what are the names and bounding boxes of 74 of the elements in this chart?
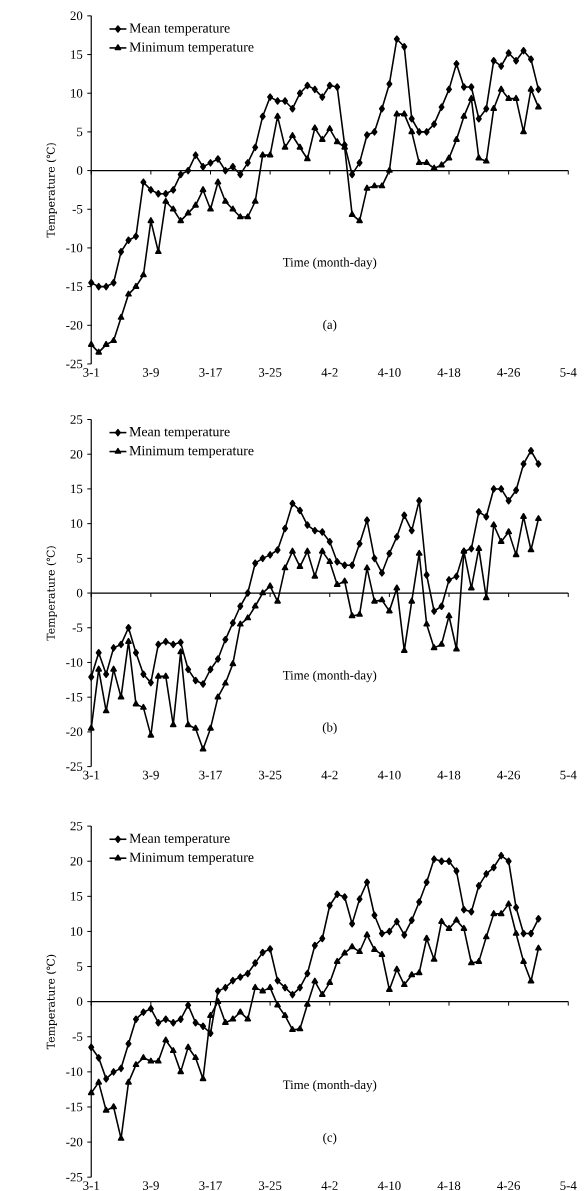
x-tick-label: 4-18	[437, 770, 461, 780]
x-tick-label: 4-26	[497, 368, 520, 377]
x-tick-label: 4-10	[377, 368, 401, 377]
legend-label: Mean temperature	[129, 427, 230, 440]
y-tick-label: 10	[71, 519, 83, 528]
y-tick-label: 10	[71, 88, 83, 98]
y-tick-label: -5	[72, 1032, 83, 1042]
y-tick-label: -15	[66, 692, 83, 702]
legend-label: Minimum temperature	[129, 852, 254, 865]
y-tick-label: -25	[66, 1172, 83, 1182]
x-tick-label: 4-2	[321, 1181, 338, 1190]
y-tick-label: 5	[77, 554, 83, 563]
annotation: (c)	[323, 1132, 337, 1145]
x-tick-label: 4-10	[377, 770, 401, 780]
y-tick-label: -20	[66, 727, 83, 737]
x-tick-label: 3-9	[142, 368, 159, 377]
x-tick-label: 3-17	[199, 1181, 222, 1190]
x-tick-label: 4-2	[321, 770, 338, 780]
x-tick-label: 5-4	[560, 1181, 577, 1190]
x-tick-label: 3-25	[258, 368, 282, 377]
x-tick-label: 4-18	[437, 368, 461, 377]
y-tick-label: -20	[66, 1137, 83, 1147]
x-tick-label: 3-1	[83, 770, 99, 780]
y-tick-label: 15	[71, 484, 83, 494]
x-tick-label: 5-4	[560, 368, 577, 377]
x-tick-label: 3-1	[83, 368, 99, 377]
y-tick-label: 20	[70, 856, 83, 866]
y-tick-label: 0	[76, 588, 83, 598]
y-axis-title: Temperature (℃)	[46, 954, 57, 1050]
y-tick-label: 10	[71, 927, 83, 936]
y-tick-label: -15	[66, 282, 83, 291]
y-tick-label: 25	[70, 415, 83, 424]
y-tick-label: -5	[72, 623, 83, 633]
x-tick-label: 4-2	[321, 368, 338, 377]
annotation: (b)	[322, 722, 337, 735]
x-axis-title: Time (month-day)	[282, 1080, 377, 1092]
x-tick-label: 4-18	[437, 1181, 461, 1190]
x-tick-label: 3-25	[258, 1181, 282, 1190]
x-tick-label: 3-25	[258, 770, 282, 780]
x-tick-label: 4-10	[377, 1181, 401, 1190]
y-tick-label: 15	[71, 892, 83, 901]
x-tick-label: 3-1	[83, 1181, 99, 1190]
x-tick-label: 3-9	[142, 770, 159, 780]
y-tick-label: 0	[76, 997, 83, 1006]
legend-label: Mean temperature	[129, 833, 230, 846]
y-tick-label: 20	[70, 449, 83, 459]
x-tick-label: 3-9	[142, 1181, 159, 1190]
annotation: (a)	[323, 319, 337, 332]
x-axis-title: Time (month-day)	[282, 257, 377, 270]
legend-label: Minimum temperature	[129, 446, 254, 459]
legend-label: Mean temperature	[129, 23, 230, 36]
x-tick-label: 5-4	[560, 770, 577, 780]
x-tick-label: 4-26	[497, 770, 520, 780]
y-tick-label: 25	[70, 821, 83, 831]
x-tick-label: 4-26	[497, 1181, 520, 1190]
y-tick-label: -10	[66, 243, 83, 253]
y-tick-label: -5	[72, 204, 83, 214]
legend-label: Minimum temperature	[129, 42, 254, 55]
y-tick-label: -20	[66, 320, 83, 330]
x-tick-label: 3-17	[199, 368, 222, 377]
y-tick-label: 0	[76, 166, 83, 175]
y-tick-label: 20	[70, 11, 83, 21]
y-axis-title: Temperature (℃)	[46, 143, 57, 238]
y-tick-label: 5	[77, 962, 83, 971]
y-tick-label: 15	[71, 50, 83, 59]
y-tick-label: 5	[77, 127, 83, 137]
x-axis-title: Time (month-day)	[282, 670, 377, 683]
y-tick-label: -10	[66, 1067, 83, 1077]
y-tick-label: -10	[66, 658, 83, 667]
y-axis-title: Temperature (℃)	[46, 546, 57, 641]
y-tick-label: -15	[66, 1102, 83, 1112]
y-tick-label: -25	[66, 359, 83, 369]
y-tick-label: -25	[66, 762, 83, 771]
x-tick-label: 3-17	[199, 770, 222, 780]
